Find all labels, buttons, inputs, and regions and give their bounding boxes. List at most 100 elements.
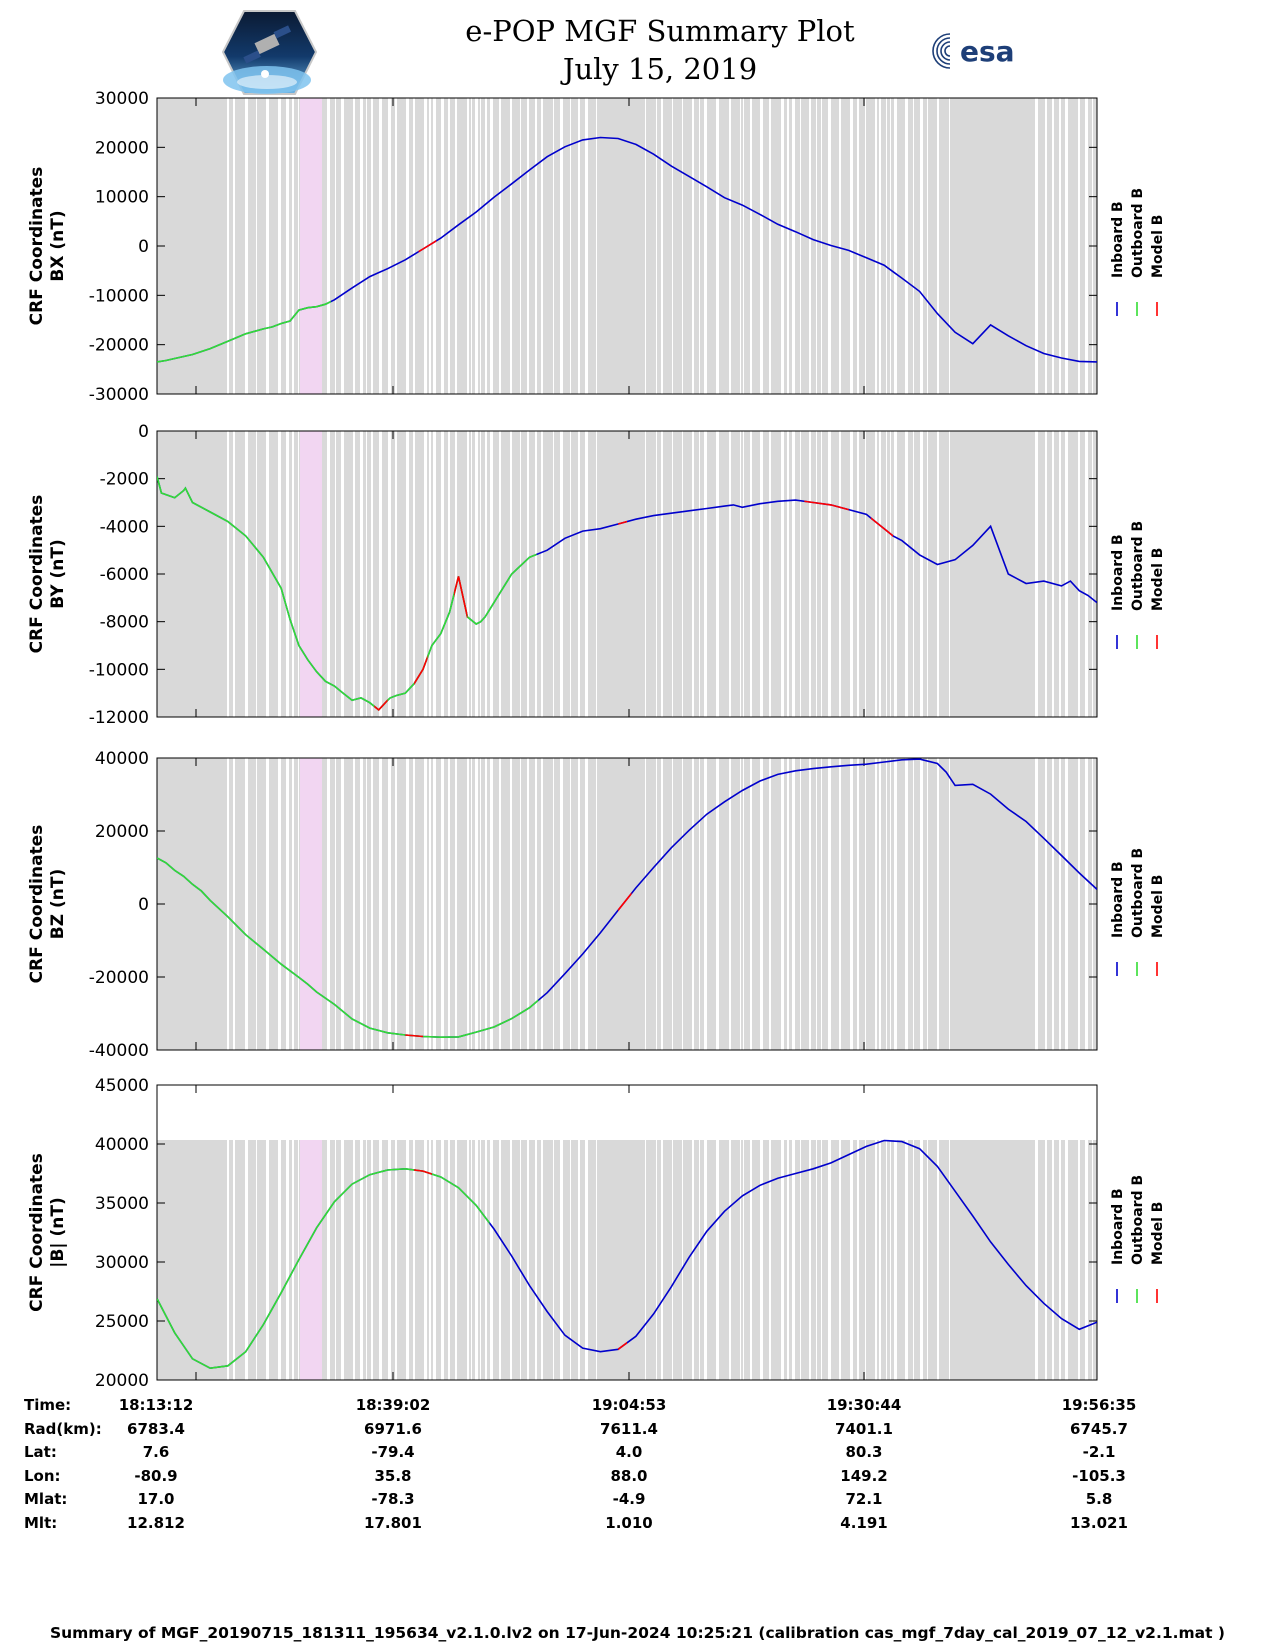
y-tick-label: 20000: [95, 1371, 149, 1391]
data-gap-stripe: [769, 758, 771, 1050]
plot-title-line1: e-POP MGF Summary Plot: [465, 14, 855, 48]
data-gap-stripe: [750, 431, 752, 717]
cassiope-mission-logo: [222, 10, 317, 95]
data-gap-stripe: [406, 98, 409, 394]
data-gap-stripe: [366, 1140, 367, 1380]
data-gap-stripe: [809, 758, 811, 1050]
legend-label: Inboard B: [1110, 861, 1126, 938]
data-gap-stripe: [821, 1140, 822, 1380]
data-gap-stripe: [278, 431, 281, 717]
data-gap-stripe: [480, 758, 481, 1050]
ephemeris-value: 6783.4: [127, 1420, 185, 1438]
data-gap-stripe: [645, 1140, 646, 1380]
data-gap-stripe: [937, 758, 939, 1050]
data-gap-stripe: [894, 431, 897, 717]
y-tick-label: 10000: [95, 188, 149, 208]
data-gap-stripe: [1078, 1140, 1080, 1380]
data-gap-stripe: [821, 431, 822, 717]
y-tick-label: -8000: [100, 613, 149, 633]
data-gap-stripe: [360, 98, 363, 394]
data-gap-stripe: [335, 1140, 336, 1380]
y-tick-label: 0: [138, 422, 149, 442]
data-gap-stripe: [233, 431, 235, 717]
outboard-series-line: [157, 476, 537, 711]
ephemeris-value: 88.0: [610, 1467, 648, 1485]
y-tick-label: 35000: [95, 1194, 149, 1214]
y-tick-label: -10000: [89, 660, 149, 680]
data-gap-stripe: [879, 1140, 881, 1380]
data-gap-stripe: [570, 758, 571, 1050]
data-gap-stripe: [467, 758, 469, 1050]
data-gap-stripe: [233, 1140, 235, 1380]
data-gap-stripe: [360, 1140, 363, 1380]
data-gap-stripe: [286, 98, 289, 394]
ephemeris-value: 12.812: [127, 1514, 185, 1532]
data-gap-stripe: [886, 758, 887, 1050]
data-gap-stripe: [335, 98, 336, 394]
ephemeris-value: 19:56:35: [1061, 1396, 1137, 1414]
highlight-band: [300, 1140, 322, 1380]
y-tick-label: 40000: [95, 1135, 149, 1155]
data-gap-stripe: [1085, 758, 1088, 1050]
data-gap-stripe: [839, 98, 841, 394]
data-gap-stripe: [740, 1140, 741, 1380]
data-gap-stripe: [1052, 98, 1054, 394]
data-gap-stripe: [920, 98, 923, 394]
data-gap-stripe: [879, 758, 881, 1050]
data-gap-stripe: [787, 431, 789, 717]
data-gap-stripe: [406, 758, 409, 1050]
data-gap-stripe: [792, 758, 795, 1050]
legend-label: Outboard B: [1130, 848, 1146, 938]
data-gap-stripe: [510, 98, 512, 394]
data-gap-stripe: [672, 431, 673, 717]
plot-title: e-POP MGF Summary Plot July 15, 2019: [380, 12, 940, 88]
data-gap-stripe: [360, 431, 363, 717]
data-gap-stripe: [699, 758, 700, 1050]
data-gap-stripe: [475, 1140, 478, 1380]
ephemeris-value: 5.8: [1085, 1490, 1113, 1508]
legend-label: Outboard B: [1130, 1175, 1146, 1265]
data-gap-stripe: [865, 431, 866, 717]
y-tick-label: -20000: [89, 968, 149, 988]
data-gap-stripe: [905, 431, 908, 717]
panel-4: 45000 40000 35000 30000 25000 20000 CRF Coordi…: [27, 1076, 1166, 1391]
data-gap-stripe: [424, 98, 427, 394]
data-gap-stripe: [286, 431, 289, 717]
data-gap-stripe: [341, 1140, 344, 1380]
data-gap-stripe: [1052, 1140, 1054, 1380]
data-gap-stripe: [769, 98, 771, 394]
axes-frame: [156, 1084, 1098, 1381]
legend: Inboard B Outboard B Model B: [1110, 848, 1166, 976]
outboard-series-line: [157, 857, 539, 1039]
data-gap-stripe: [578, 431, 580, 717]
data-gap-stripe: [585, 1140, 588, 1380]
data-gap-stripe: [448, 758, 450, 1050]
data-gap-stripe: [682, 431, 683, 717]
data-gap-stripe: [413, 1140, 415, 1380]
data-gap-stripe: [743, 1140, 744, 1380]
data-gap-stripe: [570, 1140, 571, 1380]
ephemeris-value: -2.1: [1082, 1443, 1116, 1461]
data-gap-stripe: [800, 431, 801, 717]
data-gap-stripe: [1052, 758, 1054, 1050]
data-gap-stripe: [875, 98, 877, 394]
ephemeris-value: -78.3: [371, 1490, 415, 1508]
data-gap-stripe: [292, 98, 294, 394]
y-tick-label: 0: [138, 237, 149, 257]
ephemeris-value: -105.3: [1072, 1467, 1126, 1485]
data-gap-stripe: [527, 431, 529, 717]
data-gap-stripe: [905, 1140, 908, 1380]
data-gap-stripe: [278, 758, 281, 1050]
data-gap-stripe: [781, 98, 784, 394]
data-gap-stripe: [353, 1140, 355, 1380]
data-gap-stripe: [541, 758, 543, 1050]
data-gap-stripe: [699, 431, 700, 717]
data-gap-stripe: [769, 1140, 771, 1380]
data-gap-stripe: [371, 98, 373, 394]
data-gap-stripe: [1059, 758, 1061, 1050]
data-gap-stripe: [716, 431, 719, 717]
ephemeris-value: 1.010: [605, 1514, 653, 1532]
ephemeris-value: 19:04:53: [591, 1396, 667, 1414]
data-gap-stripe: [553, 1140, 554, 1380]
data-gap-stripe: [480, 431, 481, 717]
